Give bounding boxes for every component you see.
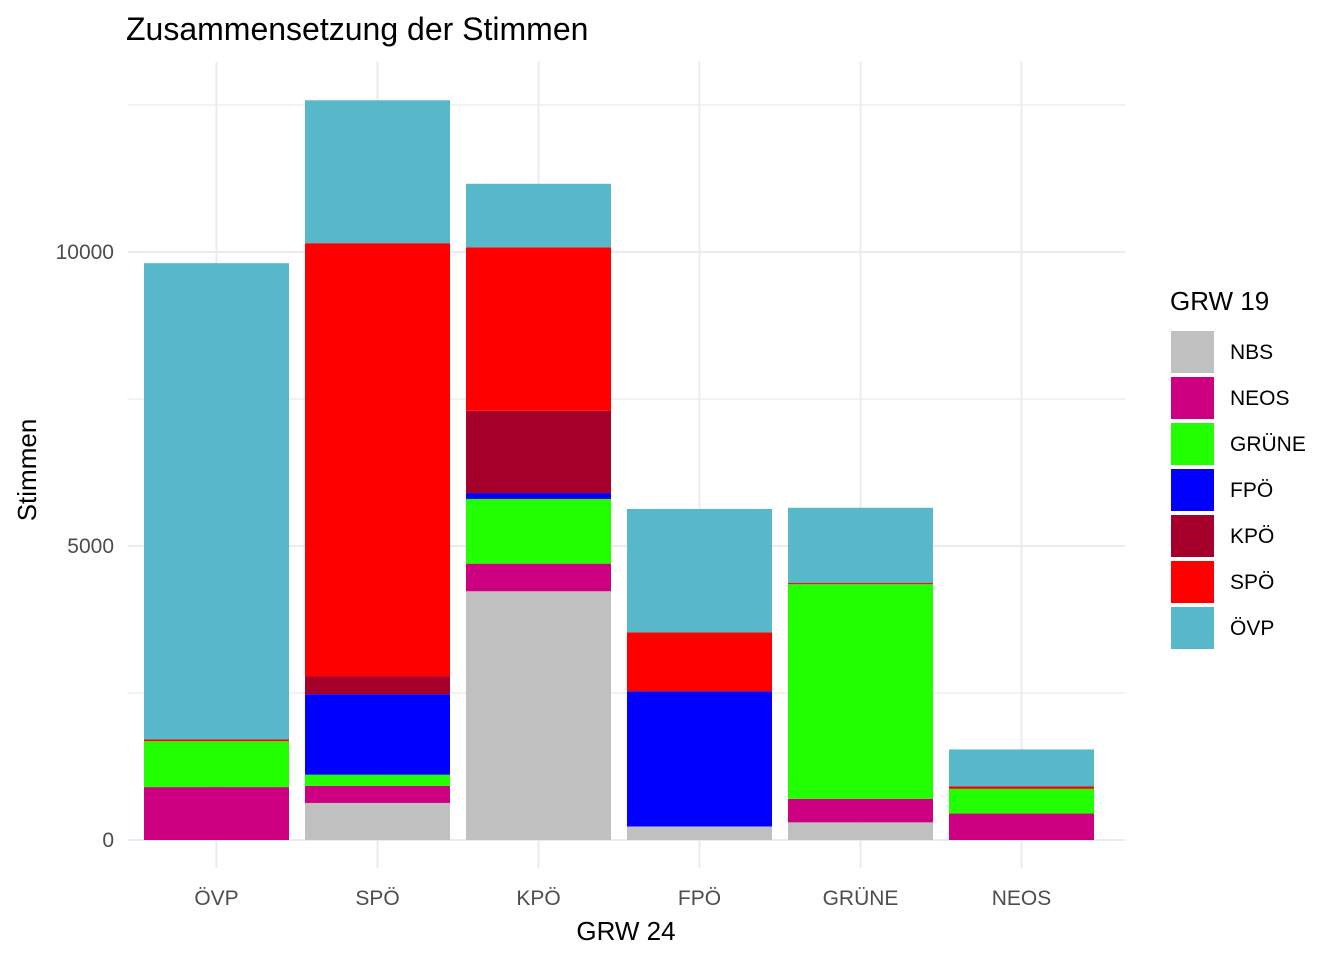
y-tick-label: 0 (102, 829, 114, 852)
bar-segment-5-1 (788, 822, 933, 840)
bar-segment-3-6 (466, 247, 611, 411)
bar-segment-3-2 (466, 563, 611, 592)
legend-swatch (1171, 515, 1214, 557)
bar-segment-1-3 (144, 741, 289, 788)
x-tick-label: GRÜNE (823, 887, 899, 910)
y-tick-label: 10000 (56, 241, 114, 264)
legend-swatch (1171, 607, 1214, 649)
legend-swatch (1171, 377, 1214, 419)
legend-label: ÖVP (1230, 617, 1274, 640)
bar-segment-2-7 (305, 100, 450, 244)
x-tick-label: ÖVP (194, 887, 238, 910)
legend-label: GRÜNE (1230, 433, 1306, 456)
legend-label: KPÖ (1230, 525, 1274, 548)
bar-segment-5-6 (788, 583, 933, 585)
bar-segment-5-3 (788, 584, 933, 799)
bar-segment-4-1 (627, 826, 772, 840)
bar-segment-4-6 (627, 632, 772, 692)
bar-segment-1-2 (144, 787, 289, 840)
bar-segment-4-7 (627, 508, 772, 633)
x-axis-tick-labels: ÖVP SPÖ KPÖ FPÖ GRÜNE NEOS (194, 887, 1051, 910)
bar-segment-2-6 (305, 243, 450, 677)
x-tick-label: NEOS (992, 887, 1052, 910)
legend-label: SPÖ (1230, 571, 1274, 594)
bar-segment-3-1 (466, 591, 611, 840)
chart-title: Zusammensetzung der Stimmen (126, 11, 588, 47)
legend-items: NBS NEOS GRÜNE FPÖ KPÖ SPÖ ÖVP (1171, 331, 1306, 649)
legend-swatch (1171, 561, 1214, 603)
legend-swatch (1171, 423, 1214, 465)
bars (144, 100, 1094, 840)
bar-segment-2-3 (305, 774, 450, 786)
bar-segment-6-3 (949, 788, 1094, 814)
bar-segment-6-2 (949, 813, 1094, 840)
bar-segment-3-7 (466, 183, 611, 248)
x-tick-label: SPÖ (355, 887, 399, 910)
bar-segment-2-2 (305, 785, 450, 803)
bar-segment-5-2 (788, 798, 933, 823)
legend-swatch (1171, 331, 1214, 373)
y-tick-label: 5000 (67, 535, 114, 558)
legend-label: NEOS (1230, 387, 1290, 410)
legend-title: GRW 19 (1170, 286, 1269, 316)
bar-segment-5-7 (788, 507, 933, 584)
legend-label: NBS (1230, 341, 1273, 364)
x-axis-title: GRW 24 (576, 916, 675, 946)
x-tick-label: FPÖ (678, 887, 721, 910)
bar-segment-2-4 (305, 694, 450, 775)
bar-segment-6-7 (949, 749, 1094, 787)
legend-swatch (1171, 469, 1214, 511)
legend: GRW 19 NBS NEOS GRÜNE FPÖ KPÖ SPÖ ÖVP (1170, 286, 1306, 649)
y-axis-title: Stimmen (12, 419, 42, 522)
bar-segment-1-7 (144, 263, 289, 740)
bar-segment-3-3 (466, 498, 611, 564)
y-axis-tick-labels: 0 5000 10000 (56, 241, 114, 852)
bar-segment-2-1 (305, 802, 450, 840)
bar-segment-3-5 (466, 410, 611, 494)
bar-segment-6-6 (949, 786, 1094, 789)
bar-segment-2-5 (305, 676, 450, 695)
legend-label: FPÖ (1230, 479, 1273, 502)
x-tick-label: KPÖ (516, 887, 560, 910)
bar-segment-1-6 (144, 739, 289, 742)
bar-segment-4-4 (627, 691, 772, 827)
bar-segment-3-4 (466, 493, 611, 499)
